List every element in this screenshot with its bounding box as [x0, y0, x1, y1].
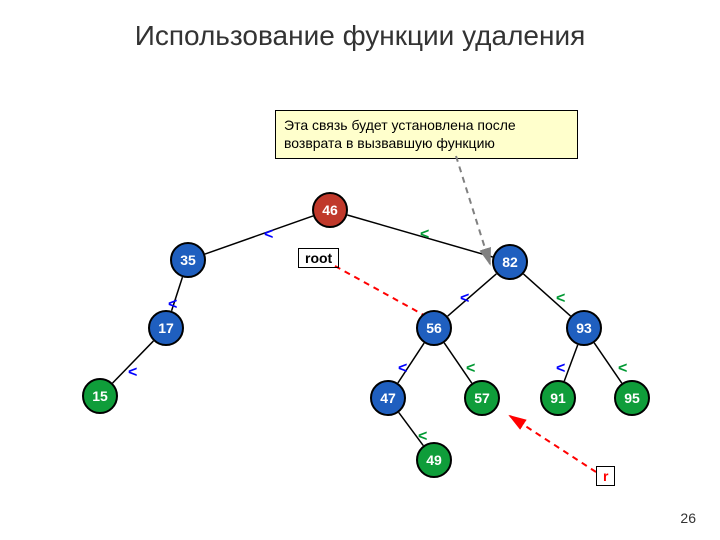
edge-comparison-label: <	[418, 428, 427, 446]
tree-node-93: 93	[566, 310, 602, 346]
edge-comparison-label: <	[168, 296, 177, 314]
tree-node-57: 57	[464, 380, 500, 416]
tree-node-47: 47	[370, 380, 406, 416]
edge-comparison-label: <	[556, 290, 565, 308]
edge-comparison-label: <	[460, 290, 469, 308]
tree-node-82: 82	[492, 244, 528, 280]
edge-comparison-label: <	[398, 360, 407, 378]
page-number: 26	[680, 510, 696, 526]
edge-comparison-label: <	[264, 226, 273, 244]
tree-node-15: 15	[82, 378, 118, 414]
edge-comparison-label: <	[128, 364, 137, 382]
tree-node-46: 46	[312, 192, 348, 228]
tree-node-17: 17	[148, 310, 184, 346]
tree-node-35: 35	[170, 242, 206, 278]
tree-node-56: 56	[416, 310, 452, 346]
edge-comparison-label: <	[420, 226, 429, 244]
edge-comparison-label: <	[618, 360, 627, 378]
tree-node-49: 49	[416, 442, 452, 478]
root-pointer-label: root	[298, 248, 339, 268]
edge-comparison-label: <	[466, 360, 475, 378]
tree-node-95: 95	[614, 380, 650, 416]
edge-comparison-label: <	[556, 360, 565, 378]
r-pointer-label: r	[596, 466, 615, 486]
tree-node-91: 91	[540, 380, 576, 416]
diagram-edges	[0, 0, 720, 540]
